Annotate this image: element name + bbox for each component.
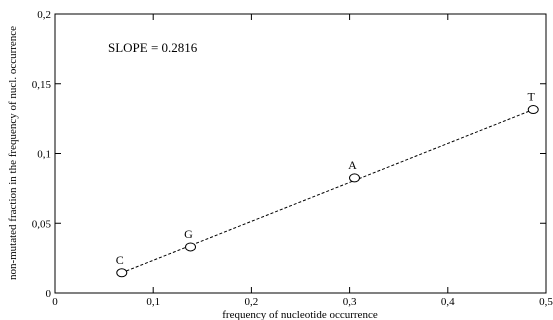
x-axis-title: frequency of nucleotide occurrence — [222, 309, 378, 320]
x-tick-label: 0,1 — [146, 296, 160, 308]
data-point-t — [527, 105, 539, 115]
y-tick-label: 0,15 — [32, 79, 52, 91]
data-point-a — [349, 173, 361, 183]
x-tick-label: 0,2 — [245, 296, 259, 308]
y-axis-title: non-mutated fraction in the frequency of… — [7, 26, 19, 280]
axis-ticks: 0 0,1 0,2 0,3 0,4 0,5 0 0,05 0,1 0,15 0,2 — [32, 9, 553, 308]
data-point-g — [185, 242, 197, 252]
fit-line — [121, 109, 534, 274]
point-label-c: C — [116, 253, 124, 267]
point-label-t: T — [528, 90, 536, 104]
fit-line-group — [121, 109, 534, 274]
x-tick-label: 0,3 — [343, 296, 357, 308]
slope-annotation: SLOPE = 0.2816 — [108, 40, 198, 55]
y-tick-label: 0,2 — [37, 9, 51, 21]
x-tick-label: 0,5 — [539, 296, 553, 308]
x-tick-label: 0,4 — [441, 296, 455, 308]
data-point-c — [116, 268, 128, 278]
x-tick-label: 0 — [52, 296, 58, 308]
data-points: C G A T — [116, 90, 539, 278]
y-tick-label: 0,1 — [37, 149, 51, 161]
y-tick-label: 0,05 — [32, 218, 52, 230]
point-label-g: G — [184, 227, 193, 241]
point-label-a: A — [348, 158, 357, 172]
plot-frame — [54, 13, 547, 294]
y-tick-label: 0 — [46, 288, 52, 300]
